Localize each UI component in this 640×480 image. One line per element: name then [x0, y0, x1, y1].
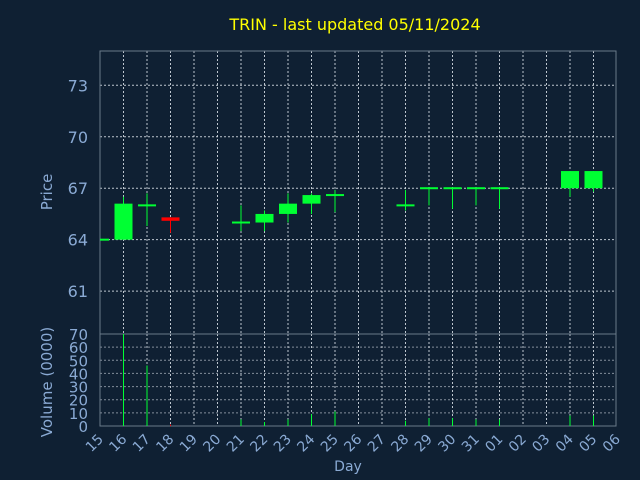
candle-body [443, 187, 462, 190]
x-tick-label: 20 [200, 432, 224, 456]
x-tick-label: 31 [459, 432, 483, 456]
x-tick-label: 19 [177, 432, 201, 456]
x-axis-label: Day [334, 459, 362, 475]
x-ticks: 15 16 17 18 19 20 21 22 23 24 25 26 27 28 29 30 31 01 02 03… [83, 431, 624, 455]
candle-body [232, 221, 250, 224]
volume-tick-label: 30 [69, 379, 88, 397]
candle-body [255, 213, 274, 223]
x-tick-label: 02 [506, 432, 530, 456]
candle-body [138, 204, 156, 207]
x-tick-label: 03 [529, 432, 553, 456]
candle-body [161, 217, 180, 221]
price-tick-label: 70 [68, 128, 88, 147]
volume-tick-label: 10 [69, 405, 88, 423]
x-tick-label: 01 [482, 432, 506, 456]
candle-body [326, 194, 344, 197]
price-gridlines [100, 51, 616, 334]
volume-tick-label: 50 [69, 352, 88, 370]
candles [100, 171, 603, 241]
volume-tick-label: 40 [69, 365, 88, 383]
volume-tick-label: 20 [69, 392, 88, 410]
x-tick-label: 25 [318, 432, 342, 456]
candle-body [467, 187, 485, 190]
x-tick-label: 18 [153, 432, 177, 456]
volume-tick-label: 0 [78, 418, 88, 436]
x-tick-label: 21 [224, 432, 248, 456]
volume-bars [123, 334, 594, 426]
candle-body [302, 195, 321, 204]
candle-body [279, 203, 297, 214]
chart-title: TRIN - last updated 05/11/2024 [228, 15, 480, 34]
volume-axis-label: Volume (0000) [38, 327, 56, 437]
price-tick-label: 64 [68, 231, 88, 250]
candle-body [100, 238, 109, 241]
x-tick-label: 28 [388, 432, 412, 456]
candle-body [420, 187, 438, 190]
x-tick-label: 06 [600, 431, 624, 455]
candle-body [114, 203, 133, 240]
x-tick-label: 24 [294, 431, 318, 455]
x-tick-label: 16 [106, 431, 130, 455]
x-tick-label: 23 [271, 432, 295, 456]
x-tick-label: 22 [247, 432, 271, 456]
x-tick-label: 05 [576, 432, 600, 456]
x-tick-label: 04 [553, 431, 577, 455]
price-axis-label: Price [38, 174, 56, 211]
price-tick-label: 61 [68, 282, 88, 301]
candle-body [396, 204, 415, 207]
x-tick-label: 29 [412, 432, 436, 456]
x-tick-label: 26 [341, 431, 365, 455]
candle-body [490, 187, 509, 190]
volume-panel-frame [99, 333, 617, 427]
volume-tick-label: 70 [69, 326, 88, 344]
price-tick-label: 73 [68, 76, 88, 95]
price-y-ticks: 61 64 67 70 73 [68, 76, 88, 301]
x-tick-label: 27 [365, 432, 389, 456]
price-tick-label: 67 [68, 179, 88, 198]
x-tick-label: 17 [130, 432, 154, 456]
volume-tick-label: 60 [69, 339, 88, 357]
candle-body [584, 171, 603, 189]
volume-gridlines [100, 334, 616, 426]
x-tick-label: 30 [435, 432, 459, 456]
candle-body [561, 171, 579, 189]
